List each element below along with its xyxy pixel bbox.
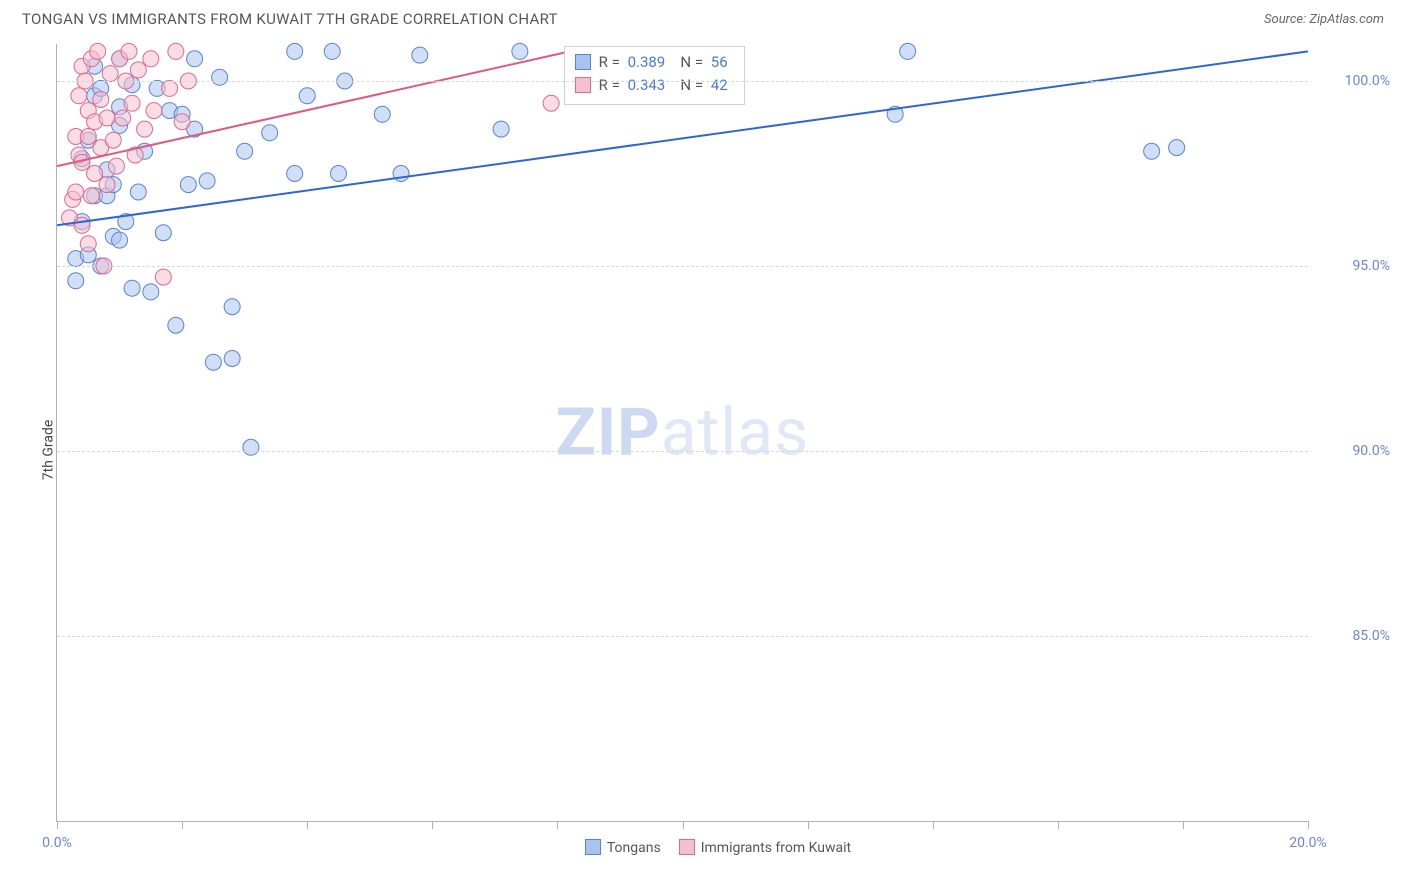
stat-row: R = 0.389 N = 56 (575, 51, 732, 74)
x-tick (57, 821, 58, 829)
plot-area: ZIPatlas R = 0.389 N = 56R = 0.343 N = 4… (56, 44, 1308, 822)
y-tick-label: 90.0% (1314, 443, 1390, 459)
trend-line (57, 51, 570, 166)
x-tick (1058, 821, 1059, 829)
x-tick (808, 821, 809, 829)
legend-label: Tongans (607, 840, 661, 856)
x-tick (683, 821, 684, 829)
y-axis-label: 7th Grade (40, 420, 56, 481)
chart-title: TONGAN VS IMMIGRANTS FROM KUWAIT 7TH GRA… (22, 10, 558, 28)
legend-label: Immigrants from Kuwait (701, 840, 851, 856)
x-tick (182, 821, 183, 829)
gridline (57, 451, 1308, 452)
gridline (57, 636, 1308, 637)
legend-swatch (575, 54, 591, 70)
gridline (57, 81, 1308, 82)
stat-row: R = 0.343 N = 42 (575, 74, 732, 97)
x-tick (1308, 821, 1309, 829)
y-tick-label: 95.0% (1314, 258, 1390, 274)
source-label: Source: ZipAtlas.com (1264, 12, 1384, 27)
x-tick (432, 821, 433, 829)
correlation-stats-box: R = 0.389 N = 56R = 0.343 N = 42 (564, 46, 745, 105)
y-tick-label: 100.0% (1314, 73, 1390, 89)
x-tick (933, 821, 934, 829)
x-tick (557, 821, 558, 829)
legend-swatch (679, 839, 695, 855)
chart-container: 7th Grade ZIPatlas R = 0.389 N = 56R = 0… (22, 44, 1396, 856)
legend-swatch (575, 77, 591, 93)
x-tick (1183, 821, 1184, 829)
trend-lines-layer (57, 44, 1308, 821)
legend-swatch (585, 839, 601, 855)
x-tick (307, 821, 308, 829)
legend-bottom: Tongans Immigrants from Kuwait (22, 839, 1396, 856)
gridline (57, 266, 1308, 267)
y-tick-label: 85.0% (1314, 628, 1390, 644)
